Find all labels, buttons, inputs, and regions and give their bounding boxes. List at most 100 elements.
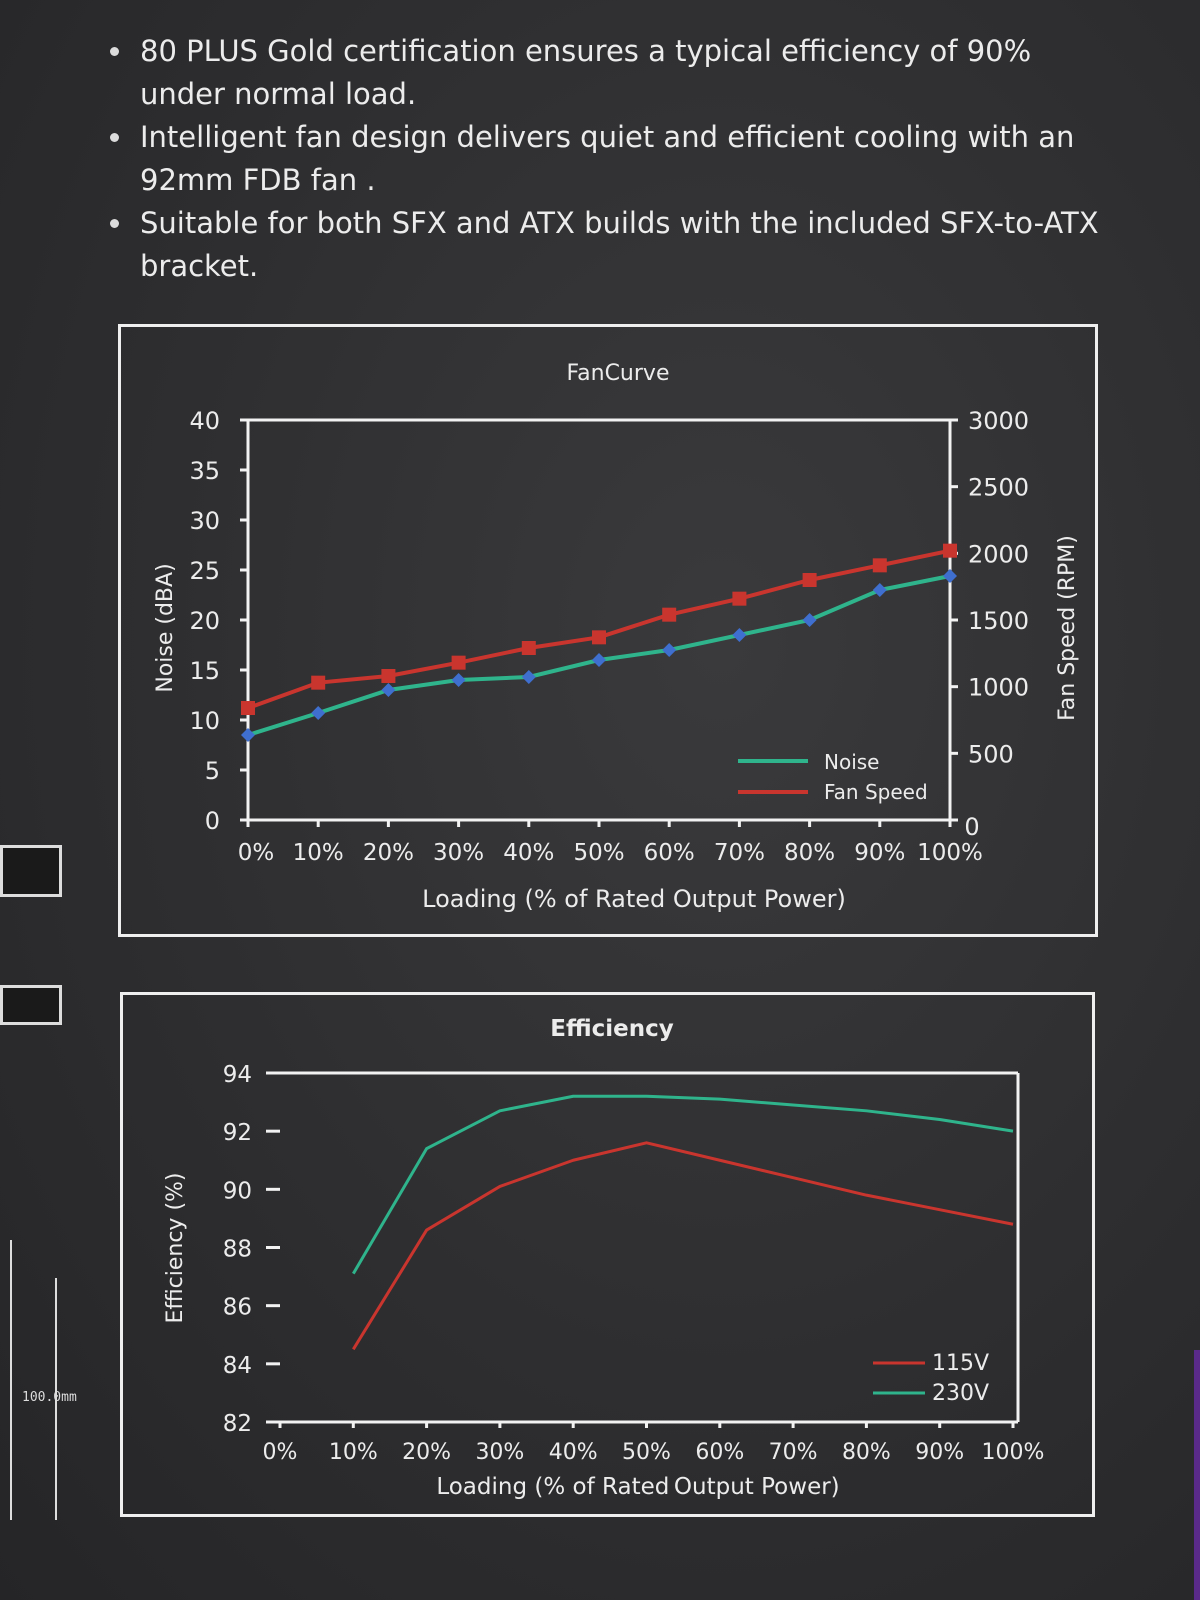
x-tick-label: 20%	[402, 1440, 451, 1465]
x-tick-label: 10%	[329, 1440, 378, 1465]
x-tick-label: 90%	[854, 840, 905, 866]
x-tick-label: 30%	[433, 840, 484, 866]
legend-fan-speed-label: Fan Speed	[824, 780, 928, 804]
x-tick-label: 70%	[714, 840, 765, 866]
y2-tick-label: 1500	[968, 607, 1029, 635]
y-tick-label: 94	[223, 1062, 252, 1088]
x-tick-label: 50%	[622, 1440, 671, 1465]
efficiency-chart-frame	[120, 992, 1095, 1517]
noise-point	[241, 728, 255, 742]
x-tick-label: 90%	[915, 1440, 964, 1465]
feature-item: 80 PLUS Gold certification ensures a typ…	[100, 30, 1120, 116]
x-tick-label: 60%	[695, 1440, 744, 1465]
fan-speed-point	[451, 655, 466, 670]
y-tick-label: 40	[189, 407, 220, 435]
fan-speed-point	[802, 573, 817, 587]
x-tick-label: 80%	[784, 840, 835, 866]
y2-tick-label: 2000	[968, 540, 1029, 568]
fan-speed-point	[592, 630, 606, 645]
bullet-dot	[110, 133, 119, 142]
x-tick-label: 10%	[293, 840, 344, 866]
fan-speed-point	[732, 591, 747, 606]
y-tick-label: 20	[189, 607, 220, 635]
x-tick-label: 80%	[842, 1440, 891, 1465]
x-tick-label: 100%	[982, 1440, 1045, 1465]
y2-tick-label: 500	[968, 740, 1014, 768]
y2-tick-label: 3000	[968, 407, 1029, 435]
y2-tick-label: 1000	[968, 674, 1029, 702]
fan-speed-point	[241, 701, 255, 715]
dimension-line	[55, 1278, 57, 1520]
y2-axis-label: Fan Speed (RPM)	[1055, 535, 1080, 721]
x-axis-label: Loading (% of Rated Output Power)	[422, 885, 846, 913]
x-tick-label: 60%	[644, 840, 695, 866]
y-tick-label: 25	[189, 557, 220, 585]
x-tick-label: 100%	[917, 840, 983, 866]
y-tick-label: 86	[223, 1295, 252, 1321]
chart-title: Efficiency	[550, 1016, 673, 1042]
x-axis-label: Loading (% of Rated Output Power)	[436, 1474, 839, 1500]
y-tick-label: 35	[189, 457, 220, 485]
feature-item: Intelligent fan design delivers quiet an…	[100, 116, 1120, 202]
fan-speed-point	[311, 675, 326, 690]
feature-item: Suitable for both SFX and ATX builds wit…	[100, 202, 1120, 288]
noise-point	[943, 569, 957, 583]
dimension-line	[10, 1240, 12, 1520]
series-line-230v	[352, 1094, 1014, 1275]
y-tick-label: 5	[205, 757, 220, 785]
noise-point	[592, 653, 606, 667]
noise-point	[872, 583, 887, 597]
y-tick-label: 30	[189, 507, 220, 535]
x-tick-label: 50%	[573, 840, 624, 866]
x-tick-label: 0%	[238, 840, 275, 866]
fancurve-chart-frame	[118, 324, 1098, 937]
noise-point	[662, 643, 677, 657]
noise-point	[732, 628, 747, 642]
bullet-dot	[110, 47, 119, 56]
noise-point	[311, 706, 326, 720]
legend-noise-label: Noise	[824, 750, 879, 774]
fan-speed-point	[872, 558, 887, 573]
y2-tick-label: 2500	[968, 474, 1029, 502]
chart-title: FanCurve	[567, 361, 670, 386]
x-tick-label: 70%	[769, 1440, 818, 1465]
series-line-115v	[352, 1141, 1014, 1351]
feature-text: Intelligent fan design delivers quiet an…	[140, 120, 1075, 197]
noise-point	[521, 670, 536, 684]
noise-point	[451, 673, 466, 687]
dimension-label: 100.0mm	[22, 1390, 77, 1405]
x-tick-label: 0%	[263, 1440, 298, 1465]
connector-illustration	[0, 985, 62, 1025]
y2-tick-label: 0	[964, 813, 979, 841]
y-tick-label: 84	[223, 1353, 252, 1379]
fan-speed-point	[381, 669, 396, 683]
y-tick-label: 82	[223, 1411, 252, 1437]
x-tick-label: 40%	[503, 840, 554, 866]
feature-text: Suitable for both SFX and ATX builds wit…	[140, 206, 1099, 283]
noise-point	[381, 683, 396, 697]
y-axis-label: Efficiency (%)	[163, 1172, 188, 1323]
feature-text: 80 PLUS Gold certification ensures a typ…	[140, 34, 1032, 111]
fan-speed-point	[521, 641, 536, 655]
bullet-dot	[110, 219, 119, 228]
fan-speed-point	[662, 607, 677, 622]
y-tick-label: 92	[223, 1120, 252, 1146]
x-tick-label: 30%	[475, 1440, 524, 1465]
y-axis-label: Noise (dBA)	[153, 563, 178, 692]
y-tick-label: 90	[223, 1178, 252, 1204]
x-tick-label: 40%	[549, 1440, 598, 1465]
noise-point	[802, 613, 817, 627]
feature-list: 80 PLUS Gold certification ensures a typ…	[100, 30, 1120, 288]
y-tick-label: 10	[189, 707, 220, 735]
legend-115v-label: 115V	[932, 1351, 989, 1376]
x-tick-label: 20%	[363, 840, 414, 866]
legend-230v-label: 230V	[932, 1381, 989, 1406]
y-tick-label: 88	[223, 1237, 252, 1263]
box-edge	[1194, 1350, 1200, 1600]
fan-speed-point	[943, 543, 957, 558]
connector-illustration	[0, 845, 62, 897]
y-tick-label: 15	[189, 657, 220, 685]
y-tick-label: 0	[205, 807, 220, 835]
